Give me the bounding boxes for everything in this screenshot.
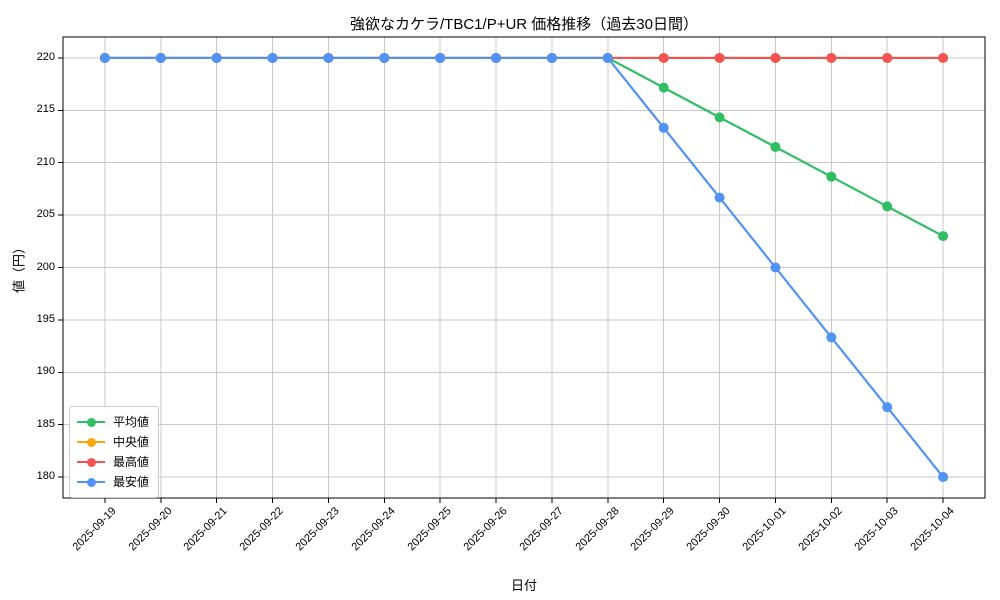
data-point-average — [658, 82, 669, 93]
data-point-min — [826, 332, 837, 343]
series-line-average — [104, 56, 944, 238]
data-point-min — [435, 52, 446, 63]
legend-label-median: 中央値 — [113, 435, 150, 449]
data-point-max — [770, 52, 781, 63]
data-point-min — [938, 472, 949, 483]
legend-label-min: 最安値 — [113, 475, 150, 489]
legend-marker-icon — [77, 477, 105, 487]
y-tick-label: 200 — [36, 260, 55, 273]
legend-item-average: 平均値 — [77, 412, 149, 432]
series-line-min — [104, 56, 944, 478]
axes-spines — [62, 36, 986, 499]
legend-item-max: 最高値 — [77, 452, 149, 472]
data-point-min — [155, 52, 166, 63]
legend-item-median: 中央値 — [77, 432, 149, 452]
y-tick-label: 185 — [36, 417, 55, 430]
y-tick-label: 215 — [36, 103, 55, 116]
data-point-min — [99, 52, 110, 63]
legend-marker-icon — [77, 457, 105, 467]
data-point-min — [714, 192, 725, 203]
data-point-max — [826, 52, 837, 63]
data-point-min — [323, 52, 334, 63]
data-point-min — [491, 52, 502, 63]
data-point-average — [770, 142, 781, 153]
data-point-min — [882, 402, 893, 413]
data-point-min — [546, 52, 557, 63]
data-point-average — [938, 231, 949, 242]
y-tick-label: 190 — [36, 365, 55, 378]
y-tick-label: 205 — [36, 208, 55, 221]
data-point-max — [882, 52, 893, 63]
data-point-max — [938, 52, 949, 63]
legend-label-max: 最高値 — [113, 455, 150, 469]
chart-title: 強欲なカケラ/TBC1/P+UR 価格推移（過去30日間） — [350, 16, 698, 33]
data-point-min — [658, 122, 669, 133]
data-point-max — [714, 52, 725, 63]
data-point-average — [714, 112, 725, 123]
data-point-max — [658, 52, 669, 63]
y-tick-label: 220 — [36, 50, 55, 63]
data-point-min — [602, 52, 613, 63]
y-tick-label: 195 — [36, 312, 55, 325]
data-point-min — [267, 52, 278, 63]
legend: 平均値中央値最高値最安値 — [69, 406, 160, 498]
data-point-min — [770, 262, 781, 273]
legend-marker-icon — [77, 437, 105, 447]
x-axis-title: 日付 — [510, 578, 537, 593]
legend-item-min: 最安値 — [77, 472, 149, 492]
data-point-min — [211, 52, 222, 63]
y-tick-label: 210 — [36, 155, 55, 168]
data-point-average — [826, 171, 837, 182]
data-point-min — [379, 52, 390, 63]
legend-marker-icon — [77, 417, 105, 427]
data-point-average — [882, 201, 893, 212]
legend-label-average: 平均値 — [113, 415, 150, 429]
y-tick-label: 180 — [36, 470, 55, 483]
